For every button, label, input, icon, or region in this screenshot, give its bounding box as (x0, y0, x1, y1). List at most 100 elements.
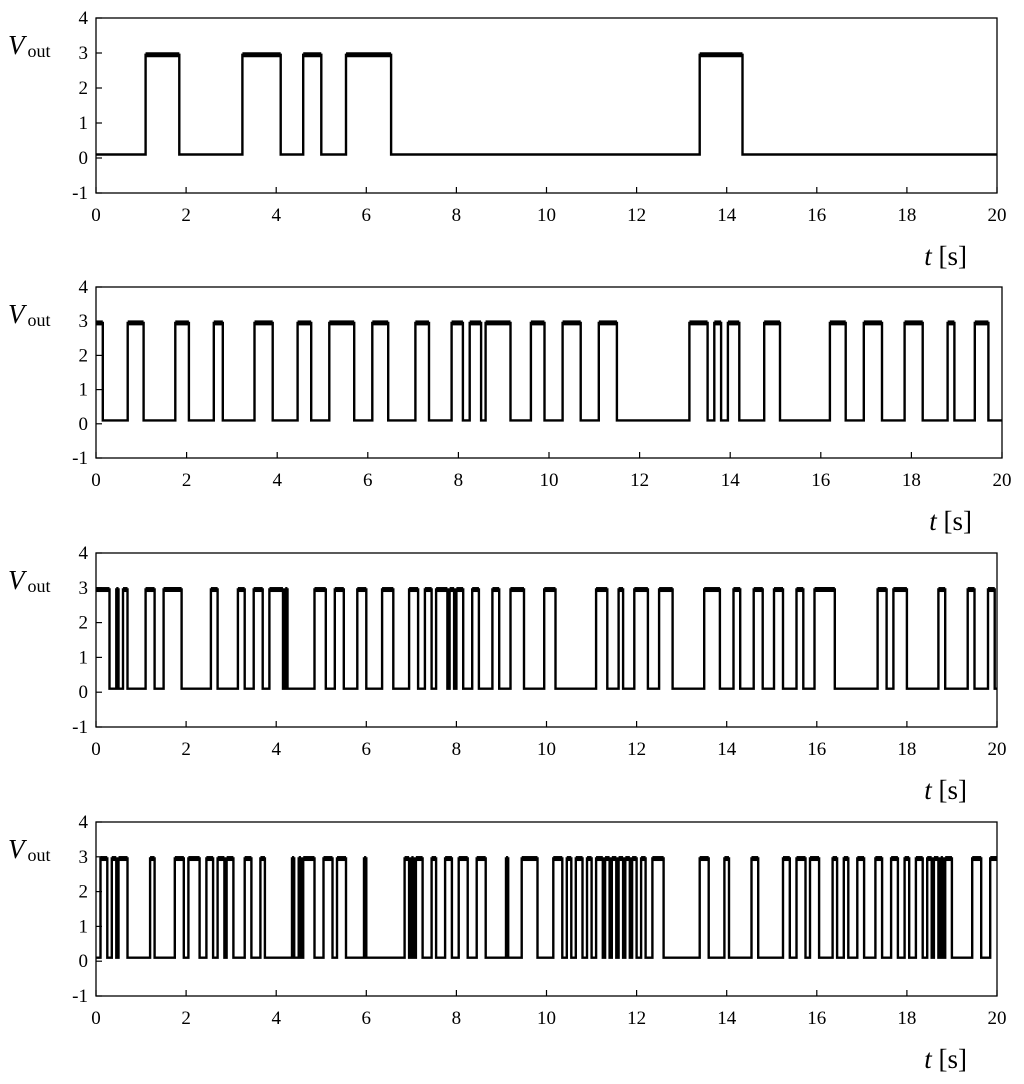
x-axis-label: t [s] (929, 506, 972, 536)
y-tick-label: -1 (72, 717, 88, 738)
y-axis-label-main: V (8, 834, 28, 864)
y-axis-label-main: V (8, 565, 28, 595)
y-tick-label: 4 (79, 277, 89, 298)
x-tick-label: 16 (811, 470, 830, 491)
y-tick-label: 2 (79, 78, 89, 99)
x-tick-label: 12 (627, 1008, 646, 1029)
y-axis-label-main: V (8, 30, 28, 60)
y-tick-label: 1 (79, 647, 89, 668)
signal-trace (96, 588, 997, 690)
x-axis-label-main: t (924, 775, 933, 805)
x-tick-label: 0 (91, 739, 101, 760)
x-tick-label: 8 (452, 205, 462, 226)
x-tick-label: 6 (362, 739, 372, 760)
x-tick-label: 4 (271, 205, 281, 226)
x-tick-label: 14 (717, 739, 737, 760)
plot-frame (95, 17, 998, 194)
x-tick-label: 8 (452, 739, 462, 760)
x-axis-label-unit: [s] (932, 241, 967, 271)
plot-frame (95, 552, 998, 728)
y-tick-label: 4 (79, 812, 89, 833)
y-tick-label: 4 (79, 8, 89, 29)
plot-frame (95, 286, 1003, 459)
x-tick-label: 10 (540, 470, 559, 491)
y-axis-label-subscript: out (28, 576, 51, 596)
x-tick-label: 20 (988, 1008, 1007, 1029)
x-axis-label: t [s] (924, 775, 967, 805)
y-tick-label: -1 (72, 986, 88, 1007)
y-tick-label: 0 (79, 951, 89, 972)
x-tick-label: 18 (897, 205, 916, 226)
y-tick-label: 0 (79, 148, 89, 169)
y-tick-label: 1 (79, 916, 89, 937)
x-tick-label: 10 (537, 205, 556, 226)
x-tick-label: 18 (897, 1008, 916, 1029)
x-axis-label-unit: [s] (932, 775, 967, 805)
x-axis-label-main: t (924, 241, 933, 271)
y-tick-label: 3 (79, 578, 89, 599)
x-tick-label: 6 (362, 1008, 372, 1029)
x-axis-label-main: t (924, 1044, 933, 1074)
y-tick-label: 0 (79, 414, 89, 435)
y-tick-label: 1 (79, 380, 89, 401)
x-axis-label: t [s] (924, 1044, 967, 1074)
x-tick-label: 18 (897, 739, 916, 760)
x-tick-label: 16 (807, 739, 826, 760)
signal-trace (96, 53, 997, 156)
y-tick-label: 2 (79, 882, 89, 903)
y-tick-label: 0 (79, 682, 89, 703)
x-tick-label: 12 (630, 470, 649, 491)
x-tick-label: 20 (993, 470, 1012, 491)
x-axis-label-unit: [s] (937, 506, 972, 536)
x-tick-label: 14 (717, 205, 737, 226)
x-axis-label: t [s] (924, 241, 967, 271)
x-tick-label: 4 (271, 739, 281, 760)
x-tick-label: 8 (454, 470, 464, 491)
x-tick-label: 2 (182, 470, 192, 491)
y-tick-label: 4 (79, 543, 89, 564)
y-tick-label: -1 (72, 183, 88, 204)
x-tick-label: 2 (181, 1008, 191, 1029)
signal-trace (96, 857, 997, 959)
y-tick-label: 3 (79, 43, 89, 64)
x-tick-label: 2 (181, 739, 191, 760)
y-tick-label: 3 (79, 311, 89, 332)
x-axis-label-main: t (929, 506, 938, 536)
x-tick-label: 12 (627, 205, 646, 226)
x-tick-label: 16 (807, 205, 826, 226)
x-tick-label: 20 (988, 205, 1007, 226)
y-tick-label: 1 (79, 113, 89, 134)
x-tick-label: 10 (537, 739, 556, 760)
x-tick-label: 16 (807, 1008, 826, 1029)
y-axis-label-main: V (8, 299, 28, 329)
y-axis-label-subscript: out (28, 845, 51, 865)
x-tick-label: 0 (91, 470, 101, 491)
x-tick-label: 14 (717, 1008, 737, 1029)
x-tick-label: 14 (721, 470, 741, 491)
y-axis-label-subscript: out (28, 310, 51, 330)
x-axis-label-unit: [s] (932, 1044, 967, 1074)
x-tick-label: 12 (627, 739, 646, 760)
y-tick-label: -1 (72, 448, 88, 469)
plot-frame (95, 821, 998, 997)
x-tick-label: 8 (452, 1008, 462, 1029)
x-tick-label: 2 (181, 205, 191, 226)
x-tick-label: 4 (271, 1008, 281, 1029)
x-tick-label: 10 (537, 1008, 556, 1029)
x-tick-label: 0 (91, 1008, 101, 1029)
x-tick-label: 6 (363, 470, 373, 491)
x-tick-label: 18 (902, 470, 921, 491)
y-tick-label: 2 (79, 345, 89, 366)
x-tick-label: 0 (91, 205, 101, 226)
x-tick-label: 4 (272, 470, 282, 491)
y-tick-label: 3 (79, 847, 89, 868)
